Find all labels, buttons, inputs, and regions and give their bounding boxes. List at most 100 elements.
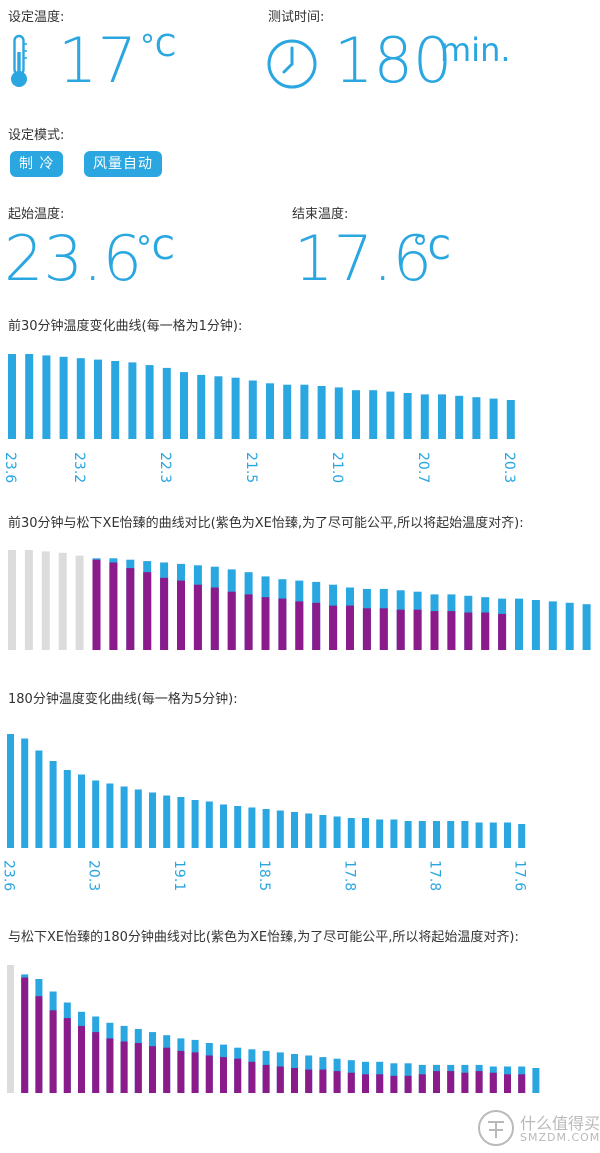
watermark-logo-icon xyxy=(478,1110,514,1146)
bar-s2-9 xyxy=(160,577,169,650)
bar-s0-2 xyxy=(41,551,50,650)
bar-s2-32 xyxy=(461,1072,469,1093)
bar-s2-19 xyxy=(329,605,338,650)
tick-label-6: 17.6 xyxy=(512,860,528,891)
start-temp-value: 23.6 xyxy=(4,222,143,295)
bar-s0-26 xyxy=(376,819,384,848)
bar-s1-32 xyxy=(548,601,557,650)
bar-s2-20 xyxy=(291,1068,298,1093)
bar-s2-3 xyxy=(49,1010,57,1093)
bar-s0-32 xyxy=(461,821,469,848)
tick-label-5: 17.8 xyxy=(427,860,443,891)
bar-s0-20 xyxy=(352,390,360,439)
bar-s0-25 xyxy=(362,818,369,848)
bar-s2-17 xyxy=(295,601,304,650)
bar-s0-11 xyxy=(197,374,206,439)
bar-s2-10 xyxy=(177,580,185,650)
bar-s0-13 xyxy=(231,377,240,439)
bar-s0-6 xyxy=(92,780,100,848)
end-temp-label: 结束温度: xyxy=(292,207,349,222)
bar-s0-0 xyxy=(7,965,14,1093)
bar-s2-14 xyxy=(244,594,253,650)
tick-label-6: 20.3 xyxy=(501,452,517,483)
bar-s2-29 xyxy=(418,1074,426,1093)
bar-s0-27 xyxy=(472,397,481,439)
bar-s0-22 xyxy=(319,815,327,848)
bar-s0-1 xyxy=(21,738,29,848)
bar-s2-26 xyxy=(447,611,456,650)
tick-label-1: 23.2 xyxy=(71,452,87,483)
bar-s0-0 xyxy=(8,354,16,439)
bar-s2-22 xyxy=(379,608,388,650)
bar-s0-3 xyxy=(58,552,67,650)
bar-s0-17 xyxy=(248,807,256,848)
bar-s0-28 xyxy=(489,398,498,439)
bar-s0-9 xyxy=(162,367,171,439)
bar-s2-14 xyxy=(205,1055,213,1093)
bar-s0-8 xyxy=(120,786,128,848)
bar-s2-24 xyxy=(413,609,422,650)
bar-s0-0 xyxy=(8,550,16,650)
bar-s2-21 xyxy=(305,1069,313,1093)
start-temp-label: 起始温度: xyxy=(8,207,65,222)
set-temp-label: 设定温度: xyxy=(8,10,65,25)
test-time-value: 180 xyxy=(334,24,453,97)
bar-s0-14 xyxy=(205,801,213,848)
bar-s0-3 xyxy=(59,356,68,439)
tick-label-1: 20.3 xyxy=(86,860,102,891)
bar-s1-30 xyxy=(515,598,523,650)
mode-chip-auto-fan: 风量自动 xyxy=(84,151,162,177)
bar-s2-4 xyxy=(63,1018,71,1093)
bar-s2-16 xyxy=(234,1058,242,1093)
bar-s0-34 xyxy=(489,822,497,848)
tick-label-3: 18.5 xyxy=(256,860,272,891)
bar-s2-2 xyxy=(35,996,43,1093)
bar-s0-5 xyxy=(94,359,102,439)
bar-s2-5 xyxy=(78,1025,85,1093)
bar-s0-33 xyxy=(475,822,483,848)
bar-s0-11 xyxy=(163,795,171,848)
bar-s0-30 xyxy=(433,821,440,848)
bar-s2-31 xyxy=(447,1071,455,1093)
bar-s0-16 xyxy=(234,806,242,848)
bar-s0-28 xyxy=(404,821,412,848)
bar-s2-16 xyxy=(278,598,287,650)
clock-icon xyxy=(267,39,317,89)
tick-label-4: 21.0 xyxy=(329,452,345,483)
bar-s0-23 xyxy=(333,816,341,848)
bar-s0-15 xyxy=(266,383,274,439)
bar-s0-1 xyxy=(25,354,34,439)
bar-s0-18 xyxy=(262,809,270,848)
tick-label-4: 17.8 xyxy=(341,860,357,891)
bar-s2-26 xyxy=(376,1074,384,1093)
bar-s0-2 xyxy=(42,355,51,439)
bar-s2-27 xyxy=(390,1075,398,1093)
mode-chip-cooling: 制 冷 xyxy=(10,151,64,177)
bar-s0-19 xyxy=(334,387,343,439)
set-temp-value: 17 xyxy=(58,24,137,97)
bar-s0-6 xyxy=(111,361,120,439)
bar-s0-24 xyxy=(420,394,429,439)
bar-s0-0 xyxy=(7,734,14,848)
bar-s0-12 xyxy=(214,376,223,439)
bar-s2-7 xyxy=(106,1038,114,1093)
bar-s0-24 xyxy=(347,818,355,848)
set-temp-unit: °C xyxy=(140,29,176,64)
bar-s2-9 xyxy=(134,1043,142,1093)
bar-s2-1 xyxy=(21,977,29,1093)
bar-s0-7 xyxy=(128,362,137,439)
bar-s2-28 xyxy=(481,612,490,650)
bar-s1-34 xyxy=(582,604,591,650)
bar-s0-16 xyxy=(283,384,292,439)
bar-s2-8 xyxy=(120,1041,128,1093)
bar-s2-13 xyxy=(227,591,236,650)
bar-s0-31 xyxy=(447,821,455,848)
bar-s2-11 xyxy=(163,1047,171,1093)
bar-s2-17 xyxy=(248,1061,256,1093)
bar-s0-17 xyxy=(300,384,309,439)
mode-label: 设定模式: xyxy=(8,128,65,143)
bar-s2-30 xyxy=(433,1071,440,1093)
bar-s0-19 xyxy=(276,810,284,848)
bar-s2-25 xyxy=(362,1074,369,1093)
bar-s2-21 xyxy=(362,608,371,650)
